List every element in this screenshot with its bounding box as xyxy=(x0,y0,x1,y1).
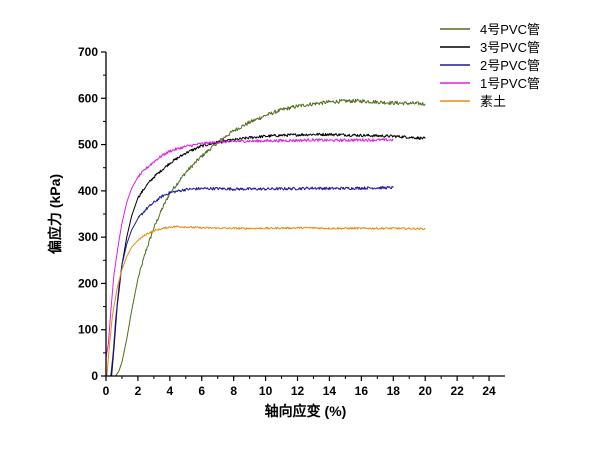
legend-label: 素土 xyxy=(480,94,506,109)
x-tick-label: 22 xyxy=(450,384,464,398)
x-tick-label: 8 xyxy=(230,384,237,398)
y-tick-label: 0 xyxy=(91,369,98,383)
y-tick-label: 500 xyxy=(78,138,98,152)
plot-lines-group xyxy=(105,98,426,377)
series-line-1 xyxy=(115,98,426,377)
legend-label: 3号PVC管 xyxy=(480,40,540,55)
series-line-3 xyxy=(110,185,394,377)
x-tick-label: 12 xyxy=(291,384,305,398)
series-line-2 xyxy=(111,132,426,377)
x-tick-label: 0 xyxy=(103,384,110,398)
x-ticks-group: 0 2 4 6 8 10 12 14 16 18 20 22 24 xyxy=(103,376,496,398)
x-tick-label: 10 xyxy=(259,384,273,398)
y-tick-label: 600 xyxy=(78,91,98,105)
y-axis-title: 偏应力 (kPa) xyxy=(47,174,63,254)
x-tick-label: 14 xyxy=(323,384,337,398)
y-tick-label: 700 xyxy=(78,45,98,59)
legend-label: 2号PVC管 xyxy=(480,58,540,73)
y-tick-label: 200 xyxy=(78,276,98,290)
x-tick-label: 2 xyxy=(135,384,142,398)
x-tick-label: 20 xyxy=(419,384,433,398)
series-line-5 xyxy=(106,225,426,377)
y-tick-label: 300 xyxy=(78,230,98,244)
y-tick-label: 100 xyxy=(78,323,98,337)
x-tick-label: 16 xyxy=(355,384,369,398)
x-tick-label: 4 xyxy=(166,384,173,398)
x-axis-title: 轴向应变 (%) xyxy=(265,403,347,419)
x-tick-label: 18 xyxy=(387,384,401,398)
x-tick-label: 6 xyxy=(198,384,205,398)
y-tick-label: 400 xyxy=(78,184,98,198)
y-ticks-group: 0 100 200 300 400 500 600 700 xyxy=(78,45,106,383)
series-line-4 xyxy=(105,138,394,358)
x-tick-label: 24 xyxy=(482,384,496,398)
legend-label: 4号PVC管 xyxy=(480,22,540,37)
legend-label: 1号PVC管 xyxy=(480,76,540,91)
